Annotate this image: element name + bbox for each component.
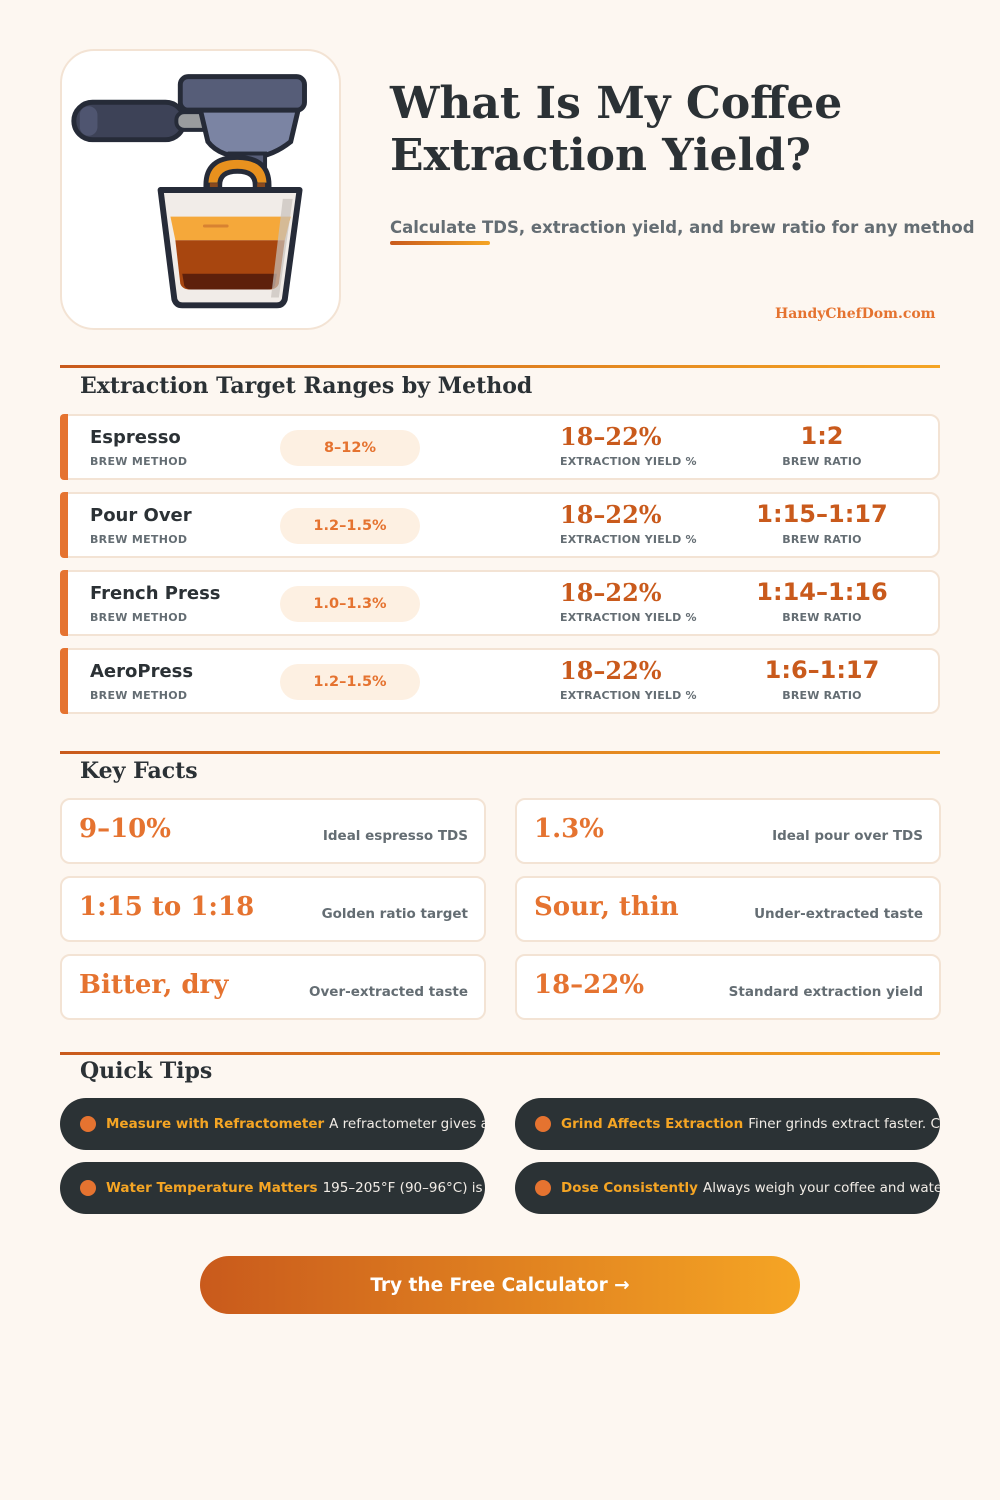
- tip-item: Grind Affects Extraction Finer grinds ex…: [515, 1098, 940, 1150]
- tip-title: Grind Affects Extraction: [561, 1116, 744, 1132]
- fact-value: 1.3%: [534, 814, 604, 844]
- ratio-value: 1:15–1:17: [756, 500, 888, 528]
- fact-card: 1:15 to 1:18 Golden ratio target: [60, 876, 486, 942]
- yield-label: EXTRACTION YIELD %: [560, 455, 697, 468]
- fact-value: 18–22%: [534, 970, 645, 1000]
- tip-title: Dose Consistently: [561, 1180, 698, 1196]
- bullet-dot-icon: [80, 1180, 96, 1196]
- fact-card: Bitter, dry Over-extracted taste: [60, 954, 486, 1020]
- row-accent-bar: [60, 570, 68, 636]
- fact-label: Standard extraction yield: [728, 984, 923, 1000]
- bullet-dot-icon: [535, 1116, 551, 1132]
- method-row-espresso: Espresso BREW METHOD 8–12% 18–22% EXTRAC…: [60, 414, 940, 480]
- tds-badge: 1.2–1.5%: [280, 508, 420, 544]
- facts-section-title: Key Facts: [80, 758, 198, 784]
- tds-badge: 8–12%: [280, 430, 420, 466]
- hero-illustration: [60, 49, 341, 330]
- yield-label: EXTRACTION YIELD %: [560, 533, 697, 546]
- method-sub-label: BREW METHOD: [90, 533, 188, 546]
- yield-label: EXTRACTION YIELD %: [560, 611, 697, 624]
- yield-value: 18–22%: [560, 578, 662, 607]
- page-title: What Is My Coffee Extraction Yield?: [390, 78, 843, 181]
- bullet-dot-icon: [80, 1116, 96, 1132]
- ratio-value: 1:2: [800, 422, 844, 450]
- yield-value: 18–22%: [560, 422, 662, 451]
- section-divider: [60, 1052, 940, 1055]
- ratio-label: BREW RATIO: [782, 455, 862, 468]
- tip-text: Always weigh your coffee and water in gr…: [702, 1180, 940, 1196]
- method-row-french-press: French Press BREW METHOD 1.0–1.3% 18–22%…: [60, 570, 940, 636]
- tip-item: Water Temperature Matters 195–205°F (90–…: [60, 1162, 485, 1214]
- method-sub-label: BREW METHOD: [90, 689, 188, 702]
- tip-title: Water Temperature Matters: [106, 1180, 318, 1196]
- row-accent-bar: [60, 492, 68, 558]
- method-name: Espresso: [90, 427, 181, 448]
- ratio-label: BREW RATIO: [782, 689, 862, 702]
- fact-card: Sour, thin Under-extracted taste: [515, 876, 941, 942]
- yield-value: 18–22%: [560, 656, 662, 685]
- fact-card: 1.3% Ideal pour over TDS: [515, 798, 941, 864]
- method-sub-label: BREW METHOD: [90, 611, 188, 624]
- method-row-pour-over: Pour Over BREW METHOD 1.2–1.5% 18–22% EX…: [60, 492, 940, 558]
- espresso-portafilter-icon: [71, 74, 307, 309]
- fact-value: 1:15 to 1:18: [79, 892, 255, 922]
- fact-card: 9–10% Ideal espresso TDS: [60, 798, 486, 864]
- yield-value: 18–22%: [560, 500, 662, 529]
- fact-card: 18–22% Standard extraction yield: [515, 954, 941, 1020]
- method-row-aeropress: AeroPress BREW METHOD 1.2–1.5% 18–22% EX…: [60, 648, 940, 714]
- tip-text: 195–205°F (90–96°C) is ideal for most me…: [322, 1180, 485, 1196]
- brand-link[interactable]: HandyChefDom.com: [775, 306, 936, 322]
- method-name: AeroPress: [90, 661, 194, 682]
- section-divider: [60, 365, 940, 368]
- yield-label: EXTRACTION YIELD %: [560, 689, 697, 702]
- method-sub-label: BREW METHOD: [90, 455, 188, 468]
- tip-item: Measure with Refractometer A refractomet…: [60, 1098, 485, 1150]
- tip-item: Dose Consistently Always weigh your coff…: [515, 1162, 940, 1214]
- page-subtitle: Calculate TDS, extraction yield, and bre…: [390, 218, 975, 237]
- method-name: Pour Over: [90, 505, 192, 526]
- fact-label: Under-extracted taste: [754, 906, 923, 922]
- tips-section-title: Quick Tips: [80, 1058, 213, 1084]
- try-calculator-button[interactable]: Try the Free Calculator →: [200, 1256, 800, 1314]
- methods-section-title: Extraction Target Ranges by Method: [80, 373, 533, 399]
- ratio-value: 1:14–1:16: [756, 578, 888, 606]
- fact-label: Ideal pour over TDS: [772, 828, 923, 844]
- fact-value: Bitter, dry: [79, 970, 229, 1000]
- fact-label: Ideal espresso TDS: [322, 828, 468, 844]
- tip-text: A refractometer gives accurate TDS readi…: [329, 1116, 485, 1132]
- fact-value: 9–10%: [79, 814, 171, 844]
- fact-value: Sour, thin: [534, 892, 679, 922]
- row-accent-bar: [60, 414, 68, 480]
- tds-badge: 1.0–1.3%: [280, 586, 420, 622]
- ratio-label: BREW RATIO: [782, 533, 862, 546]
- tds-badge: 1.2–1.5%: [280, 664, 420, 700]
- section-divider: [60, 751, 940, 754]
- subtitle-underline: [390, 241, 490, 245]
- bullet-dot-icon: [535, 1180, 551, 1196]
- fact-label: Over-extracted taste: [309, 984, 468, 1000]
- tip-text: Finer grinds extract faster. Coarser gri…: [748, 1116, 940, 1132]
- tip-title: Measure with Refractometer: [106, 1116, 325, 1132]
- ratio-label: BREW RATIO: [782, 611, 862, 624]
- ratio-value: 1:6–1:17: [764, 656, 880, 684]
- method-name: French Press: [90, 583, 221, 604]
- fact-label: Golden ratio target: [321, 906, 468, 922]
- row-accent-bar: [60, 648, 68, 714]
